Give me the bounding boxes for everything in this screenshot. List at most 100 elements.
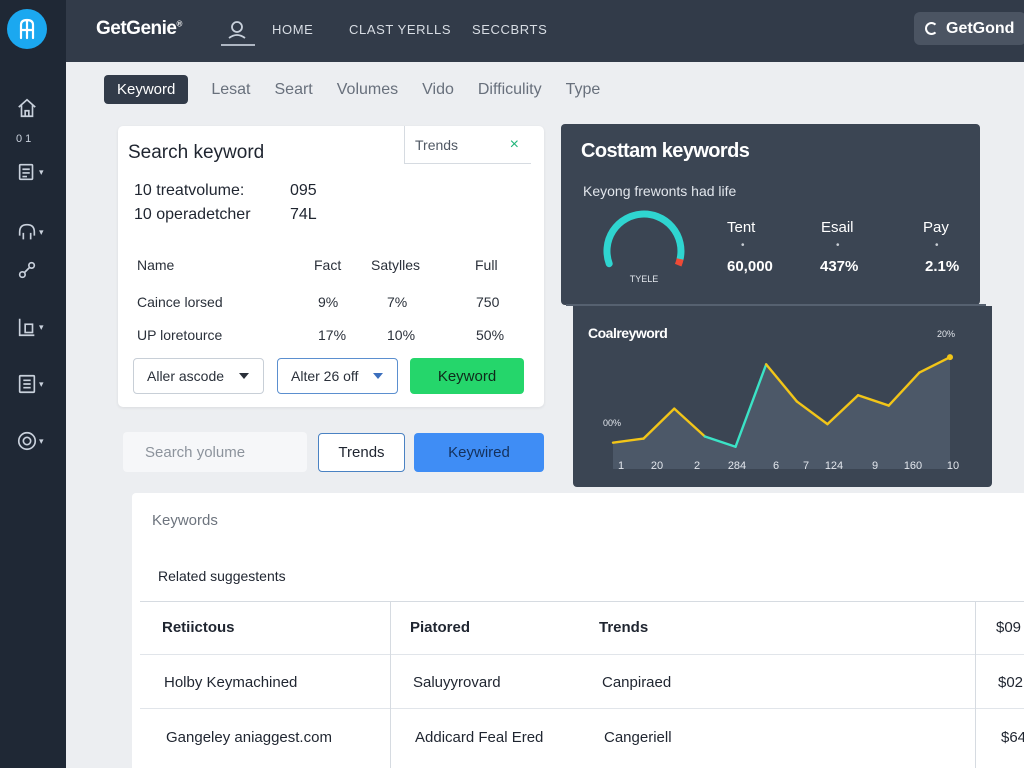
stat-dot: • xyxy=(935,240,939,251)
report-icon[interactable]: ▾ xyxy=(16,315,44,339)
refresh-icon xyxy=(925,22,938,35)
link-icon[interactable] xyxy=(16,258,44,282)
table-cell: 50% xyxy=(476,327,505,343)
table-heading: Keywords xyxy=(152,512,218,529)
table-divider xyxy=(140,708,1024,709)
card-title: Search keyword xyxy=(128,142,265,163)
gauge-chart: TYELE xyxy=(603,210,685,284)
range-dropdown[interactable]: Alter 26 off xyxy=(277,358,398,394)
x-tick-label: 1 xyxy=(618,460,624,472)
app-logo[interactable] xyxy=(7,9,47,49)
tab-difficulty[interactable]: Difficulity xyxy=(477,80,542,98)
chevron-down-icon: ▾ xyxy=(39,378,44,389)
sidebar: 0 1 ▾ ▾ ▾ ▾ ▾ xyxy=(0,0,66,768)
logo-icon xyxy=(19,18,35,40)
table-cell: 9% xyxy=(318,294,339,310)
table-cell[interactable]: Holby Keymachined xyxy=(164,674,298,691)
trends-button[interactable]: Trends xyxy=(318,433,405,472)
column-divider xyxy=(390,601,391,768)
stat-label: Pay xyxy=(923,219,949,236)
target-icon[interactable]: ▾ xyxy=(16,429,44,453)
metric-label: 10 treatvolume: xyxy=(134,182,245,199)
card-title: Costtam keywords xyxy=(581,140,750,162)
column-header[interactable]: Trends xyxy=(599,619,649,636)
table-cell: $64 xyxy=(1001,729,1024,746)
stat-value: 2.1% xyxy=(925,258,960,275)
tab-keyword[interactable]: Keyword xyxy=(104,75,189,104)
stat-value: 60,000 xyxy=(727,258,773,275)
search-keyword-card: Search keyword Trends × 10 treatvolume: … xyxy=(118,126,544,407)
table-subheading: Related suggestents xyxy=(158,568,286,584)
line-segment xyxy=(673,407,707,438)
x-tick-label: 2 xyxy=(694,460,700,472)
trends-tab[interactable]: Trends × xyxy=(404,126,531,164)
tab-volumes[interactable]: Volumes xyxy=(336,80,399,98)
tab-lesat[interactable]: Lesat xyxy=(211,80,251,98)
table-cell[interactable]: Gangeley aniaggest.com xyxy=(166,729,332,746)
column-header[interactable]: Piatored xyxy=(410,619,471,636)
filter-dropdown[interactable]: Aller ascode xyxy=(133,358,264,394)
trend-line-chart: Coalreyword 00% 20% 1 20 2 284 6 7 124 9 160 10 xyxy=(588,325,959,472)
x-tick-label: 160 xyxy=(904,460,922,472)
tab-seart[interactable]: Seart xyxy=(274,80,313,98)
chevron-down-icon xyxy=(239,373,249,379)
custom-keywords-card: Costtam keywords Keyong frewonts had lif… xyxy=(561,124,980,305)
home-icon[interactable] xyxy=(16,96,44,120)
list-icon[interactable]: ▾ xyxy=(16,372,44,396)
filter-tabs: Keyword Lesat Seart Volumes Vido Difficu… xyxy=(104,75,624,104)
brand-mark: ® xyxy=(176,19,182,29)
account-button-label: GetGond xyxy=(946,19,1015,37)
gauge-label: TYELE xyxy=(630,274,659,284)
top-navigation: GetGenie® HOME CLAST YERLLS SECCBRTS Get… xyxy=(66,0,1024,62)
line-segment xyxy=(611,437,645,444)
column-header[interactable]: Retiictous xyxy=(162,619,235,636)
keyword-trend-card: Coalreyword 00% 20% 1 20 2 284 6 7 124 9 160 10 xyxy=(573,306,992,487)
user-icon[interactable] xyxy=(226,18,248,44)
table-cell: Cangeriell xyxy=(604,729,672,746)
column-header: Satylles xyxy=(371,257,421,273)
chevron-down-icon xyxy=(373,373,383,379)
trends-tab-label: Trends xyxy=(415,136,459,153)
chevron-down-icon: ▾ xyxy=(39,226,44,237)
keyword-button[interactable]: Keyword xyxy=(410,358,524,394)
account-button[interactable]: GetGond xyxy=(914,12,1024,45)
document-icon[interactable]: ▾ xyxy=(16,160,44,184)
nav-item-2[interactable]: CLAST YERLLS xyxy=(349,22,452,37)
chart-title: Coalreyword xyxy=(588,325,667,341)
line-segment xyxy=(887,371,921,407)
close-icon[interactable]: × xyxy=(509,135,519,153)
column-header: Fact xyxy=(314,257,342,273)
nav-home[interactable]: HOME xyxy=(272,22,314,37)
brand-name[interactable]: GetGenie® xyxy=(96,18,182,40)
stat-value: 437% xyxy=(820,258,859,275)
brand-text: GetGenie xyxy=(96,18,177,39)
headset-icon[interactable]: ▾ xyxy=(16,220,44,244)
keywired-button[interactable]: Keywired xyxy=(414,433,544,472)
table-cell: 750 xyxy=(476,294,500,310)
table-cell: $02 xyxy=(998,674,1024,691)
table-cell: UP loretource xyxy=(137,327,223,343)
chart-marks xyxy=(611,354,953,469)
table-cell: 10% xyxy=(387,327,416,343)
column-header[interactable]: $09 xyxy=(996,619,1022,636)
tab-type[interactable]: Type xyxy=(565,80,601,98)
table-cell: Canpiraed xyxy=(602,674,672,691)
gauge-arc xyxy=(603,210,685,268)
table-cell: Addicard Feal Ered xyxy=(415,729,544,746)
line-segment xyxy=(856,394,890,407)
table-cell: Caince lorsed xyxy=(137,294,223,310)
main-panel: Keyword Lesat Seart Volumes Vido Difficu… xyxy=(66,62,1024,768)
x-tick-label: 9 xyxy=(872,460,878,472)
keywords-table-card: Keywords Related suggestents Retiictous … xyxy=(132,493,1024,768)
gauge-indicator xyxy=(674,258,684,267)
x-tick-label: 124 xyxy=(825,460,843,472)
tab-vido[interactable]: Vido xyxy=(422,80,454,98)
stat-label: Esail xyxy=(821,219,854,236)
search-volume-input[interactable] xyxy=(123,432,307,472)
card-subtitle: Keyong frewonts had life xyxy=(583,183,737,199)
line-segment xyxy=(826,394,860,426)
line-segment xyxy=(918,355,952,374)
stat-label: Tent xyxy=(727,219,756,236)
nav-item-3[interactable]: SECCBRTS xyxy=(472,22,548,37)
chevron-down-icon: ▾ xyxy=(39,435,44,446)
